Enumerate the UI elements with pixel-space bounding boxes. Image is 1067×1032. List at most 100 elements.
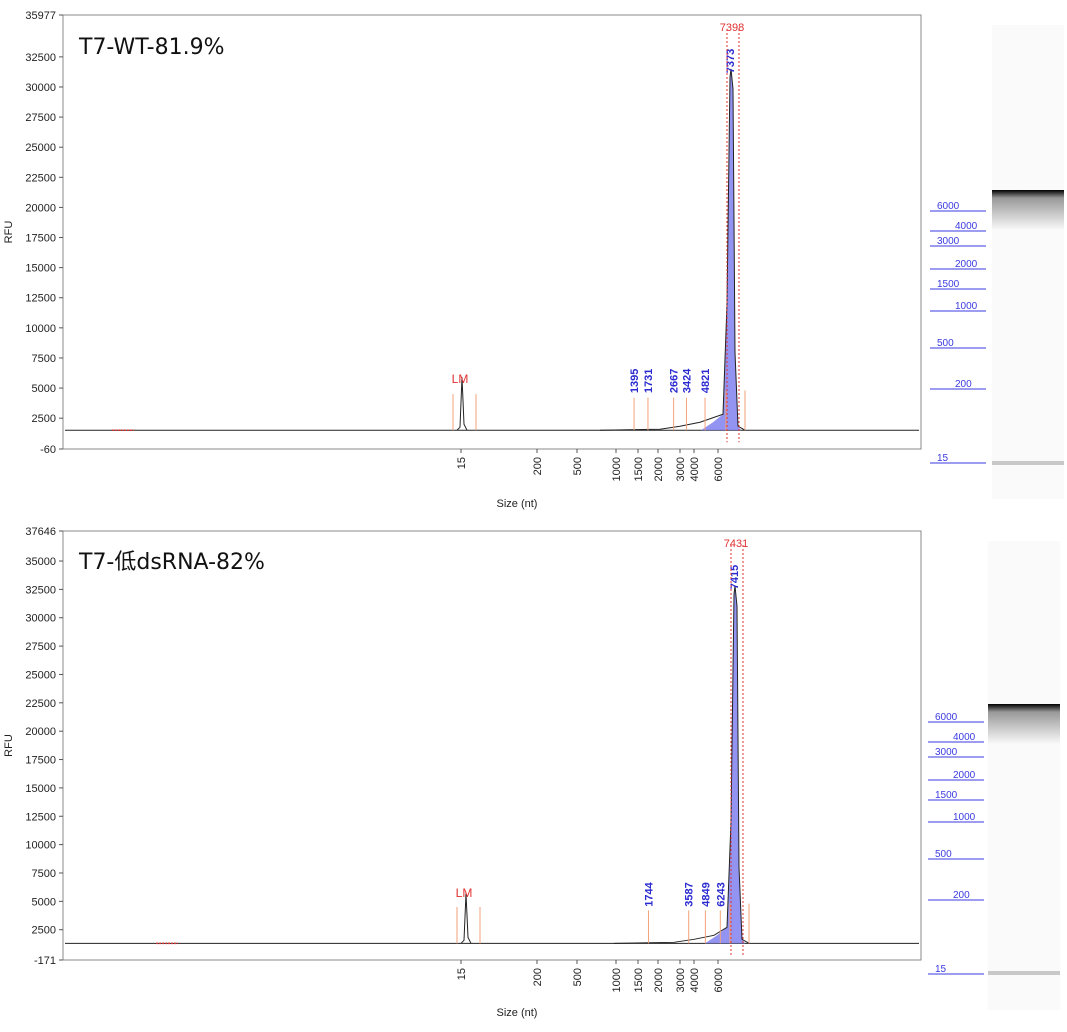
y-tick-label: 7500	[32, 868, 56, 880]
ladder-scale: 6000 4000 3000 2000 1500 1000 500 200 15	[930, 201, 986, 464]
lower-marker-label: LM	[452, 372, 469, 386]
chart-title: T7-低dsRNA-82%	[78, 550, 265, 575]
main-peak-trace	[599, 68, 746, 431]
y-tick-label: 5000	[32, 896, 56, 908]
y-tick-label: 7500	[32, 353, 56, 365]
ladder-label: 200	[955, 379, 972, 390]
y-tick-label: -171	[34, 955, 56, 967]
lower-marker-peak	[456, 377, 468, 431]
main-peak-size-label: 7431	[724, 538, 748, 550]
peak-size-label: 7373	[725, 49, 737, 73]
chart-title: T7-WT-81.9%	[78, 35, 224, 60]
y-axis: -60 2500 5000 7500 10000 12500 15000 17500 20000…	[25, 10, 63, 456]
y-tick-label: -60	[40, 444, 56, 456]
y-tick-label: 17500	[25, 233, 56, 245]
y-tick-label: 22500	[25, 172, 56, 184]
y-tick-label: 35977	[25, 10, 56, 22]
peak-size-label: 2667	[669, 369, 681, 393]
y-tick-label: 27500	[25, 641, 56, 653]
y-tick-label: 10000	[25, 840, 56, 852]
y-tick-label: 25000	[25, 142, 56, 154]
ladder-label: 4000	[953, 732, 976, 743]
ladder-label: 200	[953, 890, 970, 901]
ladder-label: 1500	[937, 279, 960, 290]
x-tick-label: 15	[456, 968, 468, 980]
y-tick-label: 22500	[25, 698, 56, 710]
y-tick-label: 32500	[25, 52, 56, 64]
y-tick-label: 5000	[32, 383, 56, 395]
peak-markers: 1744 3587 4849 6243 7415	[643, 565, 741, 944]
electropherogram-panel-top: -60 2500 5000 7500 10000 12500 15000 17500 20000…	[0, 0, 1067, 513]
gel-lm-band	[988, 971, 1060, 975]
ladder-label: 2000	[955, 259, 978, 270]
lower-marker-peak	[460, 893, 472, 944]
x-tick-label: 3000	[675, 457, 687, 481]
x-axis-label: Size (nt)	[497, 498, 538, 510]
peak-size-label: 6243	[715, 882, 727, 906]
x-tick-label: 1000	[611, 457, 623, 481]
x-tick-label: 15	[456, 457, 468, 469]
peak-size-label: 1731	[643, 369, 655, 393]
x-tick-label: 6000	[713, 968, 725, 992]
x-axis: 15 200 500 1000 1500 2000 3000 4000 6000	[456, 960, 725, 992]
y-tick-label: 15000	[25, 263, 56, 275]
y-tick-label: 20000	[25, 202, 56, 214]
y-tick-label: 15000	[25, 783, 56, 795]
ladder-label: 6000	[937, 201, 960, 212]
ladder-scale: 6000 4000 3000 2000 1500 1000 500 200 15	[928, 712, 984, 975]
peak-size-label: 4849	[700, 882, 712, 906]
y-axis: -171 2500 5000 7500 10000 12500 15000 17500 2000…	[25, 526, 63, 967]
gel-lane	[988, 541, 1060, 1010]
ladder-label: 1000	[953, 812, 976, 823]
peak-size-label: 3587	[684, 882, 696, 906]
x-tick-label: 6000	[713, 457, 725, 481]
chart-svg: -60 2500 5000 7500 10000 12500 15000 17500 20000…	[3, 10, 1064, 510]
x-tick-label: 2000	[653, 457, 665, 481]
ladder-label: 1000	[955, 301, 978, 312]
peak-size-label: 4821	[700, 369, 712, 393]
x-tick-label: 200	[532, 968, 544, 986]
peak-size-label: 1395	[629, 369, 641, 393]
ladder-label: 3000	[937, 236, 960, 247]
ladder-label: 3000	[935, 747, 958, 758]
y-tick-label: 17500	[25, 755, 56, 767]
gel-lane	[992, 25, 1064, 499]
lower-marker-label: LM	[456, 886, 473, 900]
y-tick-label: 10000	[25, 323, 56, 335]
y-tick-label: 37646	[25, 526, 56, 538]
gel-main-band	[992, 190, 1064, 230]
y-axis-label: RFU	[3, 221, 15, 244]
ladder-label: 500	[935, 849, 952, 860]
y-tick-label: 35000	[25, 556, 56, 568]
main-peak-fill	[701, 68, 741, 431]
x-tick-label: 1500	[633, 457, 645, 481]
x-tick-label: 1000	[611, 968, 623, 992]
main-peak-trace	[613, 585, 750, 944]
x-axis-label: Size (nt)	[497, 1007, 538, 1019]
y-tick-label: 20000	[25, 726, 56, 738]
x-tick-label: 500	[572, 457, 584, 475]
y-tick-label: 2500	[32, 925, 56, 937]
plot-area	[62, 530, 922, 961]
peak-markers: 1395 1731 2667 3424 4821 7373	[629, 49, 737, 431]
x-tick-label: 200	[532, 457, 544, 475]
y-tick-label: 12500	[25, 811, 56, 823]
gel-main-band	[988, 704, 1060, 744]
x-tick-label: 4000	[689, 968, 701, 992]
ladder-label: 500	[937, 338, 954, 349]
ladder-label: 15	[937, 453, 949, 464]
y-axis-label: RFU	[3, 734, 15, 757]
y-tick-label: 25000	[25, 669, 56, 681]
x-tick-label: 500	[572, 968, 584, 986]
y-tick-label: 30000	[25, 82, 56, 94]
plot-area	[62, 14, 922, 450]
peak-size-label: 3424	[681, 368, 693, 393]
x-tick-label: 3000	[675, 968, 687, 992]
x-tick-label: 4000	[689, 457, 701, 481]
y-tick-label: 2500	[32, 413, 56, 425]
chart-svg: -171 2500 5000 7500 10000 12500 15000 17500 2000…	[3, 526, 1060, 1019]
x-axis: 15 200 500 1000 1500 2000 3000 4000 6000	[456, 449, 725, 481]
y-tick-label: 32500	[25, 584, 56, 596]
y-tick-label: 12500	[25, 293, 56, 305]
main-peak-size-label: 7398	[720, 22, 744, 34]
